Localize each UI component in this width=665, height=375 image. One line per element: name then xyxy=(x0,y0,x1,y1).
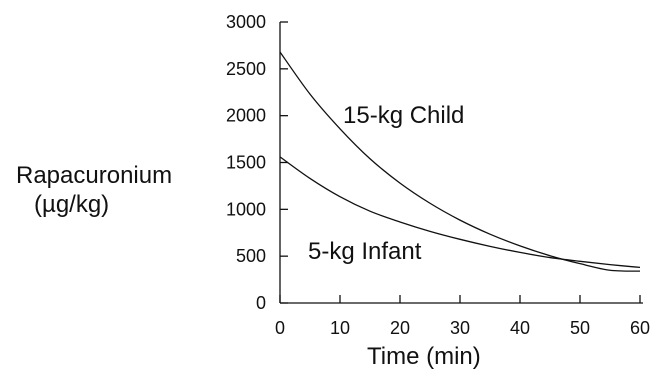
x-tick-label: 50 xyxy=(570,318,590,338)
curve-infant-5kg xyxy=(279,156,641,269)
y-axis-title-line1: Rapacuronium xyxy=(16,162,172,189)
x-tick-label: 30 xyxy=(450,318,470,338)
y-tick-label: 1500 xyxy=(226,153,266,173)
x-axis-title: Time (min) xyxy=(367,343,481,370)
y-tick-label: 500 xyxy=(236,246,266,266)
series-label-infant: 5-kg Infant xyxy=(308,238,422,265)
curve-child-15kg xyxy=(279,51,641,272)
y-tick-label: 2500 xyxy=(226,59,266,79)
tick-labels: 0 500 1000 1500 2000 2500 3000 0 10 20 30 40 50 60 xyxy=(226,12,650,338)
x-tick-label: 10 xyxy=(330,318,350,338)
ticks xyxy=(279,21,641,304)
y-tick-label: 2000 xyxy=(226,106,266,126)
y-tick-label: 0 xyxy=(256,293,266,313)
series-label-child: 15-kg Child xyxy=(343,102,464,129)
y-axis-title-line2: (µg/kg) xyxy=(34,191,109,218)
curves xyxy=(279,51,641,272)
x-tick-label: 60 xyxy=(630,318,650,338)
y-tick-label: 3000 xyxy=(226,12,266,32)
y-tick-label: 1000 xyxy=(226,199,266,219)
x-tick-label: 0 xyxy=(275,318,285,338)
x-tick-label: 20 xyxy=(390,318,410,338)
x-tick-label: 40 xyxy=(510,318,530,338)
